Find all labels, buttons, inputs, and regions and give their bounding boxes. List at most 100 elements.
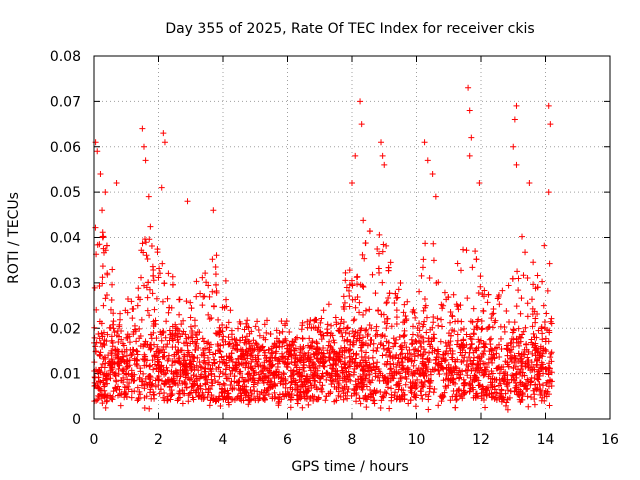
roti-point [382, 377, 389, 384]
roti-point [161, 349, 168, 356]
roti-point [340, 396, 347, 403]
roti-point [228, 350, 235, 357]
roti-point [307, 354, 314, 361]
roti-point [334, 367, 341, 374]
roti-point [183, 370, 190, 377]
roti-point [502, 390, 509, 397]
roti-point [134, 384, 141, 391]
roti-point [456, 367, 463, 374]
roti-point [391, 300, 398, 307]
roti-point [510, 372, 517, 379]
roti-point [185, 392, 192, 399]
roti-point [389, 355, 396, 362]
roti-point [162, 334, 169, 341]
roti-point [346, 330, 353, 337]
roti-point [248, 358, 255, 365]
roti-point [366, 306, 373, 313]
roti-point [324, 329, 331, 336]
roti-point [473, 256, 480, 263]
roti-point [410, 323, 417, 330]
roti-point [485, 291, 492, 298]
roti-point [414, 376, 421, 383]
roti-point [183, 339, 190, 346]
roti-point [350, 350, 357, 357]
roti-point [150, 366, 157, 373]
roti-point [395, 355, 402, 362]
y-tick-label: 0.08 [50, 49, 81, 65]
roti-point [142, 338, 149, 345]
roti-point [471, 354, 478, 361]
roti-point [504, 396, 511, 403]
x-tick-label: 12 [472, 432, 490, 448]
roti-point [430, 319, 437, 326]
roti-point [191, 317, 198, 324]
roti-point [225, 334, 232, 341]
roti-point [539, 365, 546, 372]
roti-point [460, 246, 467, 253]
roti-point [353, 363, 360, 370]
roti-point [223, 359, 230, 366]
roti-point [379, 332, 386, 339]
roti-point [455, 306, 462, 313]
roti-point [423, 329, 430, 336]
roti-point [287, 351, 294, 358]
roti-point [505, 282, 512, 289]
roti-point [430, 331, 437, 338]
roti-point [111, 329, 118, 336]
roti-point [123, 365, 130, 372]
roti-point [182, 360, 189, 367]
roti-point [285, 391, 292, 398]
roti-point [420, 338, 427, 345]
roti-point [460, 380, 467, 387]
roti-point [487, 375, 494, 382]
roti-point [518, 396, 525, 403]
roti-point [239, 346, 246, 353]
roti-point [283, 318, 290, 325]
roti-point [146, 363, 153, 370]
roti-point [136, 388, 143, 395]
roti-point [178, 347, 185, 354]
y-axis-label: ROTI / TECUs [6, 192, 22, 284]
roti-point [193, 343, 200, 350]
roti-point [466, 107, 473, 114]
roti-point [199, 335, 206, 342]
roti-point [458, 341, 465, 348]
roti-point [507, 388, 514, 395]
roti-point [529, 323, 536, 330]
roti-point [212, 330, 219, 337]
roti-point [453, 397, 460, 404]
roti-point [488, 315, 495, 322]
roti-point [373, 323, 380, 330]
roti-point [362, 307, 369, 314]
roti-point [412, 346, 419, 353]
roti-point [366, 228, 373, 235]
roti-point [344, 388, 351, 395]
roti-point [457, 267, 464, 274]
roti-point [321, 363, 328, 370]
roti-point [206, 349, 213, 356]
roti-point [225, 341, 232, 348]
roti-point [130, 305, 137, 312]
roti-point [319, 360, 326, 367]
roti-point [479, 291, 486, 298]
roti-point [104, 397, 111, 404]
roti-point [97, 349, 104, 356]
roti-point [547, 318, 554, 325]
roti-point [350, 387, 357, 394]
roti-point [347, 346, 354, 353]
roti-point [525, 348, 532, 355]
roti-point [143, 252, 150, 259]
roti-point [346, 353, 353, 360]
roti-point [535, 376, 542, 383]
roti-point [435, 322, 442, 329]
roti-point [206, 315, 213, 322]
roti-point [107, 306, 114, 313]
roti-point [343, 347, 350, 354]
roti-point [545, 189, 552, 196]
roti-point [408, 336, 415, 343]
roti-point [519, 233, 526, 240]
roti-point [500, 363, 507, 370]
roti-point [293, 392, 300, 399]
roti-point [229, 358, 236, 365]
roti-point [372, 290, 379, 297]
